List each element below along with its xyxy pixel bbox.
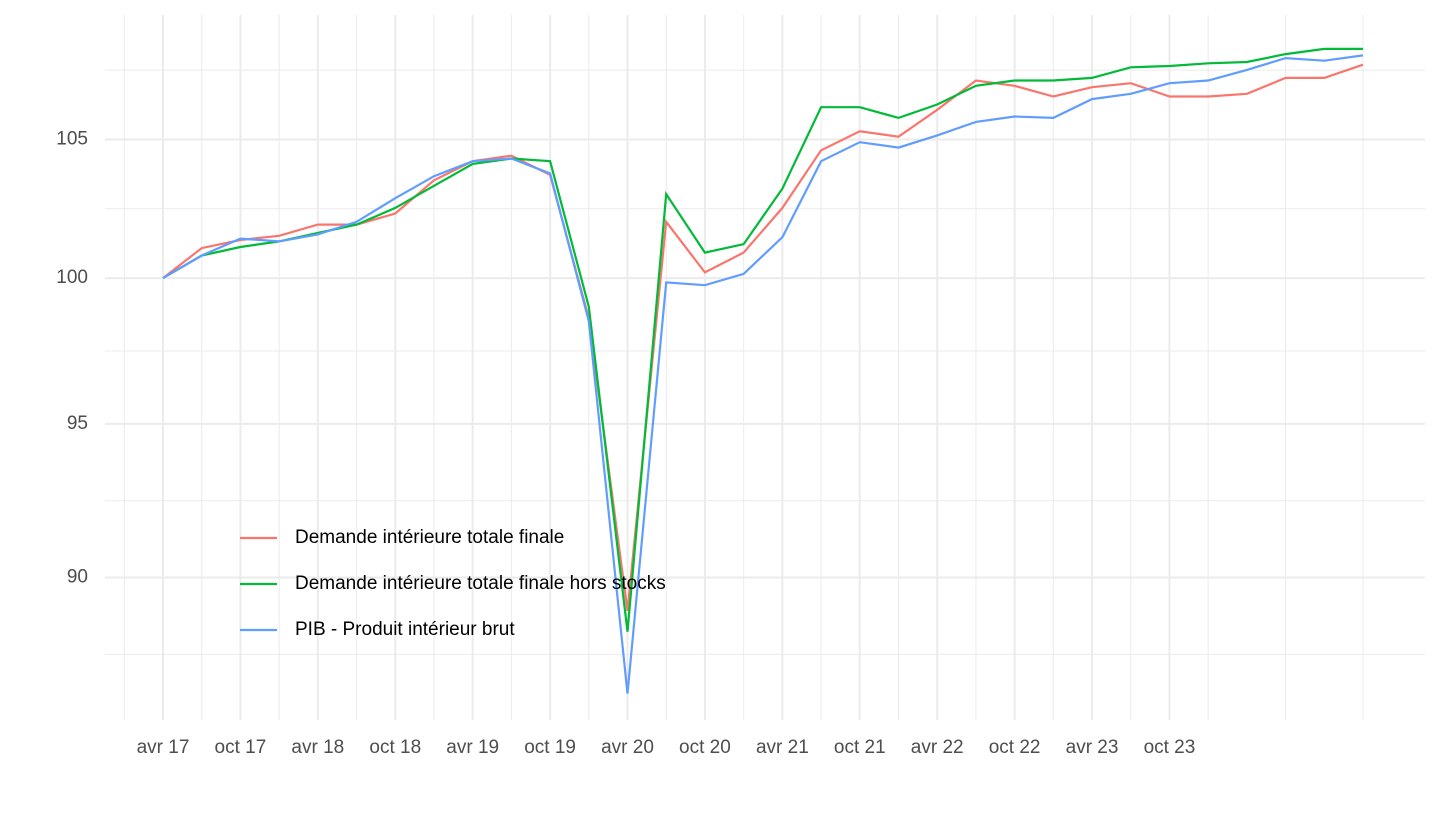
x-tick-label: oct 17 [215,737,267,758]
x-tick-label: oct 23 [1144,737,1196,758]
x-tick-label: avr 17 [137,737,190,758]
x-tick-label: oct 19 [524,737,576,758]
y-tick-label: 105 [56,128,88,149]
x-tick-label: oct 20 [679,737,731,758]
x-tick-label: avr 18 [291,737,344,758]
x-tick-label: oct 18 [369,737,421,758]
legend-label: Demande intérieure totale finale hors st… [295,573,666,594]
y-tick-label: 100 [56,267,88,288]
legend-label: Demande intérieure totale finale [295,527,564,548]
x-tick-label: avr 19 [446,737,499,758]
x-tick-label: avr 20 [601,737,654,758]
legend-label: PIB - Produit intérieur brut [295,619,515,640]
x-tick-label: avr 22 [911,737,964,758]
series-line [162,54,1364,694]
x-tick-label: oct 21 [834,737,886,758]
y-tick-label: 95 [67,413,88,434]
x-tick-label: avr 21 [756,737,809,758]
series-line [162,47,1363,632]
x-tick-label: oct 22 [989,737,1041,758]
x-tick-label: avr 23 [1066,737,1119,758]
y-tick-label: 90 [67,567,88,588]
